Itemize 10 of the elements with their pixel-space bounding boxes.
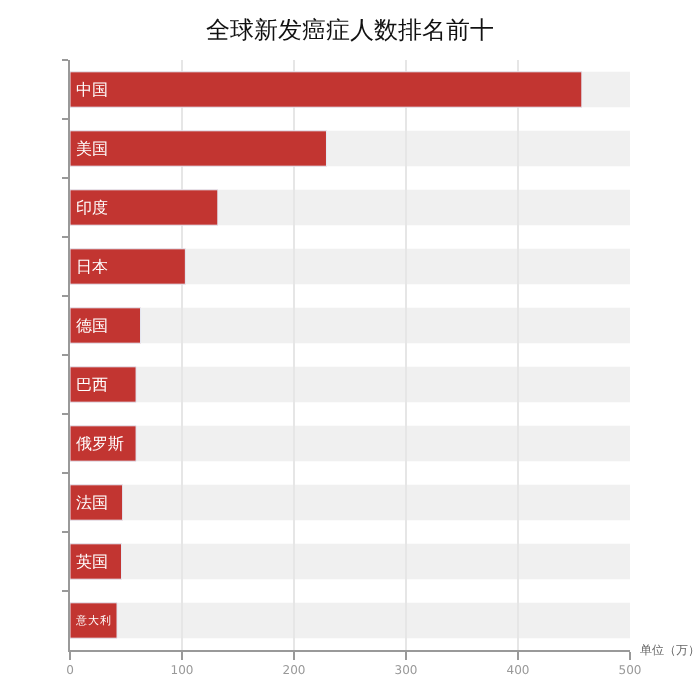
y-tick-label: 美国 bbox=[76, 139, 108, 158]
y-tick-label: 俄罗斯 bbox=[76, 434, 124, 453]
y-tick-label: 英国 bbox=[76, 552, 108, 571]
y-tick-label: 巴西 bbox=[76, 375, 108, 394]
y-tick-label: 法国 bbox=[76, 493, 108, 512]
y-tick-label: 德国 bbox=[76, 316, 108, 335]
y-tick-label: 中国 bbox=[76, 80, 108, 99]
chart-title: 全球新发癌症人数排名前十 bbox=[206, 15, 494, 44]
y-tick-label: 日本 bbox=[76, 257, 108, 276]
y-tick-label: 印度 bbox=[76, 198, 108, 217]
